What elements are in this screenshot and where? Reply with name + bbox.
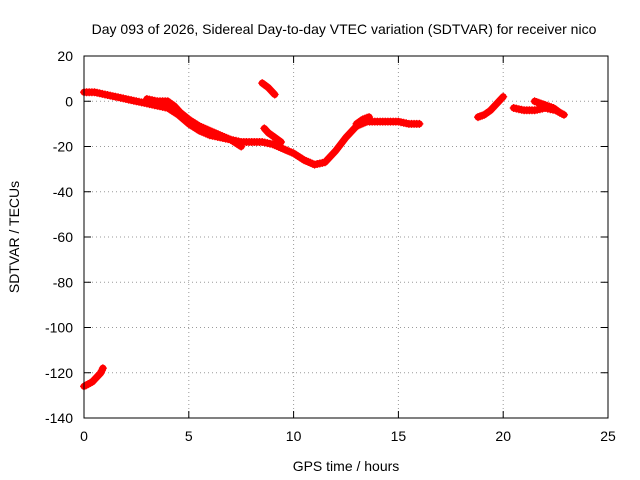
y-tick-label: 0 bbox=[65, 93, 73, 109]
x-axis-label: GPS time / hours bbox=[293, 458, 400, 474]
y-axis-label: SDTVAR / TECUs bbox=[6, 181, 22, 293]
data-point bbox=[324, 154, 333, 163]
data-point bbox=[347, 127, 356, 136]
y-tick-label: 20 bbox=[57, 48, 73, 64]
series-segment-19h bbox=[474, 92, 508, 122]
y-tick-label: -80 bbox=[53, 274, 73, 290]
data-point bbox=[328, 150, 336, 159]
data-point bbox=[98, 364, 107, 373]
x-tick-label: 10 bbox=[286, 428, 302, 444]
y-tick-label: -120 bbox=[45, 365, 73, 381]
x-tick-label: 5 bbox=[185, 428, 193, 444]
series-main-arc bbox=[80, 88, 424, 169]
x-tick-labels: 0 5 10 15 20 25 bbox=[80, 428, 616, 444]
x-tick-label: 25 bbox=[600, 428, 616, 444]
y-tick-label: -60 bbox=[53, 229, 73, 245]
grid-lines bbox=[84, 56, 608, 418]
series-segment-21.5h bbox=[530, 97, 564, 117]
x-tick-label: 15 bbox=[391, 428, 407, 444]
data-series bbox=[80, 79, 568, 391]
y-tick-labels: 20 0 -20 -40 -60 -80 -100 -120 -140 bbox=[45, 48, 73, 426]
data-point bbox=[365, 113, 374, 122]
data-point bbox=[174, 106, 183, 115]
series-segment-0h-low bbox=[80, 364, 107, 391]
y-tick-label: -100 bbox=[45, 320, 73, 336]
data-point bbox=[270, 90, 279, 99]
data-point bbox=[349, 125, 357, 134]
data-point bbox=[555, 108, 564, 117]
data-point bbox=[497, 94, 506, 103]
series-segment-13h bbox=[352, 113, 374, 128]
y-tick-label: -140 bbox=[45, 410, 73, 426]
axis-ticks bbox=[83, 55, 609, 419]
x-tick-label: 20 bbox=[495, 428, 511, 444]
data-point bbox=[269, 88, 278, 97]
data-point bbox=[237, 142, 246, 151]
chart-title: Day 093 of 2026, Sidereal Day-to-day VTE… bbox=[92, 21, 597, 37]
data-point bbox=[326, 152, 335, 161]
data-point bbox=[210, 128, 218, 137]
data-point bbox=[499, 92, 508, 101]
data-point bbox=[415, 119, 424, 128]
y-tick-label: -40 bbox=[53, 184, 73, 200]
data-point bbox=[345, 129, 354, 138]
series-segment-8.5h bbox=[258, 79, 279, 99]
series-segment-8.8h bbox=[260, 124, 285, 146]
series-upper-band bbox=[142, 95, 246, 151]
data-point bbox=[321, 158, 329, 167]
data-point bbox=[343, 131, 352, 140]
data-point bbox=[322, 156, 331, 165]
data-point bbox=[277, 138, 285, 146]
x-tick-label: 0 bbox=[80, 428, 88, 444]
data-point bbox=[342, 133, 350, 142]
y-tick-label: -20 bbox=[53, 139, 73, 155]
